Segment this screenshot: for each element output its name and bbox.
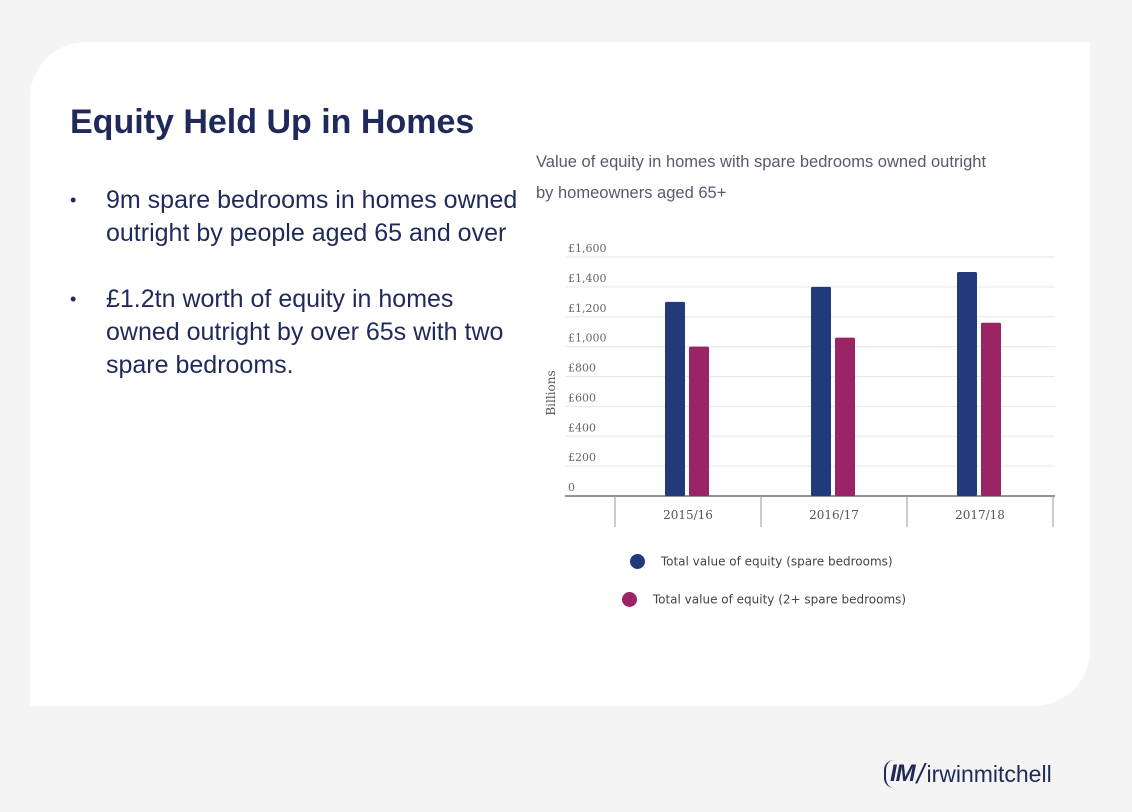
legend-label: Total value of equity (spare bedrooms) (660, 554, 893, 569)
x-tick-label: 2016/17 (809, 508, 859, 522)
legend-item-2plus-spare-bedrooms: Total value of equity (2+ spare bedrooms… (622, 592, 906, 612)
logo-wordmark: irwinmitchell (926, 760, 1052, 787)
slide-panel (30, 42, 1090, 706)
legend-label: Total value of equity (2+ spare bedrooms… (652, 592, 907, 607)
y-tick-label: £1,600 (568, 242, 607, 255)
bullet-text: £1.2tn worth of equity in homes owned ou… (106, 285, 504, 379)
bullet-marker: • (70, 190, 77, 210)
y-tick-label: 0 (568, 481, 575, 494)
logo-separator: / (916, 758, 925, 789)
legend-swatch-magenta (622, 592, 637, 607)
y-tick-label: £200 (568, 451, 596, 464)
logo-mark: IM (884, 760, 916, 788)
y-tick-label: £1,400 (568, 272, 607, 285)
y-tick-label: £1,200 (568, 302, 607, 315)
bar-spare-bedrooms (811, 286, 831, 496)
legend-item-spare-bedrooms: Total value of equity (spare bedrooms) (630, 554, 906, 574)
bar-spare-bedrooms (957, 271, 977, 496)
y-tick-label: £600 (568, 391, 596, 404)
bar-chart: 0 £200 £400 £600 £800 £1,000 £1,200 £1,400 £1,60… (544, 242, 1055, 527)
chart-legend: Total value of equity (spare bedrooms) T… (622, 554, 906, 630)
bullet-text: 9m spare bedrooms in homes owned outrigh… (106, 186, 518, 247)
y-axis-title: Billions (544, 370, 558, 415)
bullet-marker: • (70, 289, 77, 309)
y-tick-label: £1,000 (568, 332, 607, 345)
bullet-item: • 9m spare bedrooms in homes owned outri… (70, 184, 520, 250)
y-tick-label: £400 (568, 421, 596, 434)
irwinmitchell-logo: IM / irwinmitchell (884, 758, 1052, 790)
x-tick-label: 2017/18 (955, 508, 1005, 522)
bullet-item: • £1.2tn worth of equity in homes owned … (70, 283, 520, 382)
y-tick-label: £800 (568, 362, 596, 375)
bar-2plus-spare-bedrooms (835, 337, 855, 496)
chart-title: Value of equity in homes with spare bedr… (536, 153, 987, 202)
bullet-list: • 9m spare bedrooms in homes owned outri… (70, 184, 520, 415)
bar-2plus-spare-bedrooms (981, 322, 1001, 496)
bar-2plus-spare-bedrooms (689, 346, 709, 496)
x-tick-label: 2015/16 (663, 508, 713, 522)
bar-spare-bedrooms (665, 301, 685, 496)
legend-swatch-navy (630, 554, 645, 569)
slide-title: Equity Held Up in Homes (70, 103, 475, 141)
